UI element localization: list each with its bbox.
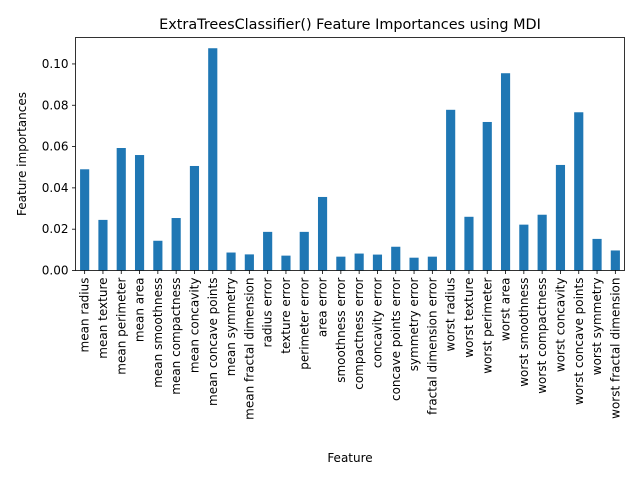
bar bbox=[281, 255, 291, 271]
chart-title: ExtraTreesClassifier() Feature Importanc… bbox=[159, 17, 541, 33]
bar bbox=[317, 196, 328, 271]
x-tick-label: texture error bbox=[279, 277, 293, 353]
x-tick-label: worst smoothness bbox=[517, 278, 531, 387]
x-tick-label: mean compactness bbox=[169, 278, 183, 395]
x-tick-label: worst area bbox=[499, 278, 513, 342]
bar bbox=[299, 231, 309, 271]
bar bbox=[153, 240, 163, 271]
x-tick-label: worst compactness bbox=[535, 278, 549, 394]
bar bbox=[519, 224, 529, 271]
x-tick-label: compactness error bbox=[352, 277, 366, 389]
bar bbox=[610, 250, 620, 271]
bar bbox=[555, 164, 566, 271]
y-tick-label: 0.02 bbox=[42, 222, 69, 236]
bar bbox=[171, 218, 181, 271]
x-tick-label: smoothness error bbox=[334, 277, 348, 382]
y-tick-label: 0.08 bbox=[42, 98, 69, 112]
bar bbox=[574, 112, 584, 271]
x-tick-label: worst concavity bbox=[553, 278, 567, 373]
x-tick-label: mean symmetry bbox=[224, 278, 238, 377]
bar bbox=[464, 216, 474, 271]
x-tick-label: worst concave points bbox=[572, 278, 586, 406]
x-axis-title: Feature bbox=[327, 451, 372, 465]
y-tick-label: 0.10 bbox=[42, 57, 69, 71]
bar bbox=[263, 231, 273, 271]
y-tick-label: 0.04 bbox=[42, 181, 69, 195]
x-tick-label: perimeter error bbox=[297, 277, 311, 369]
y-axis-title: Feature importances bbox=[15, 92, 29, 216]
x-tick-label: fractal dimension error bbox=[425, 277, 439, 414]
bar bbox=[409, 257, 419, 271]
x-tick-label: mean concavity bbox=[187, 278, 201, 374]
x-tick-label: area error bbox=[316, 277, 330, 337]
x-tick-label: mean texture bbox=[96, 278, 110, 359]
x-axis: mean radius mean texture mean perimeter mea… bbox=[78, 270, 622, 420]
y-axis: 0.00 0.02 0.04 0.06 0.08 0.10 bbox=[42, 57, 76, 278]
bar bbox=[208, 48, 218, 271]
bar bbox=[354, 253, 364, 271]
x-tick-label: concavity error bbox=[370, 277, 384, 368]
bar bbox=[244, 254, 254, 271]
bar bbox=[427, 256, 437, 271]
x-tick-label: mean area bbox=[133, 278, 147, 343]
bar bbox=[116, 148, 126, 271]
x-tick-label: worst perimeter bbox=[480, 277, 494, 373]
bar bbox=[336, 256, 346, 271]
bar bbox=[98, 219, 108, 271]
bar bbox=[482, 121, 492, 271]
bar bbox=[537, 214, 547, 271]
x-tick-label: mean radius bbox=[78, 278, 92, 353]
plot-frame bbox=[75, 37, 625, 271]
x-tick-label: worst fractal dimension bbox=[608, 278, 622, 419]
bar bbox=[592, 238, 602, 271]
bar bbox=[372, 254, 383, 271]
x-tick-label: symmetry error bbox=[407, 277, 421, 371]
x-tick-label: worst texture bbox=[462, 278, 476, 358]
x-tick-label: mean concave points bbox=[206, 278, 220, 407]
bar bbox=[500, 73, 511, 271]
x-tick-label: worst radius bbox=[444, 278, 458, 352]
y-tick-label: 0.06 bbox=[42, 140, 69, 154]
x-tick-label: concave points error bbox=[389, 277, 403, 401]
bars-group bbox=[80, 48, 620, 271]
bar bbox=[446, 109, 456, 271]
bar bbox=[189, 165, 200, 271]
bar bbox=[80, 169, 90, 271]
x-tick-label: mean smoothness bbox=[151, 278, 165, 388]
x-tick-label: radius error bbox=[261, 277, 275, 347]
bar bbox=[391, 246, 401, 271]
x-tick-label: mean fractal dimension bbox=[242, 278, 256, 420]
y-tick-label: 0.00 bbox=[42, 264, 69, 278]
x-tick-label: worst symmetry bbox=[590, 278, 604, 376]
x-tick-label: mean perimeter bbox=[114, 277, 128, 374]
bar bbox=[226, 252, 236, 271]
bar bbox=[134, 155, 145, 271]
